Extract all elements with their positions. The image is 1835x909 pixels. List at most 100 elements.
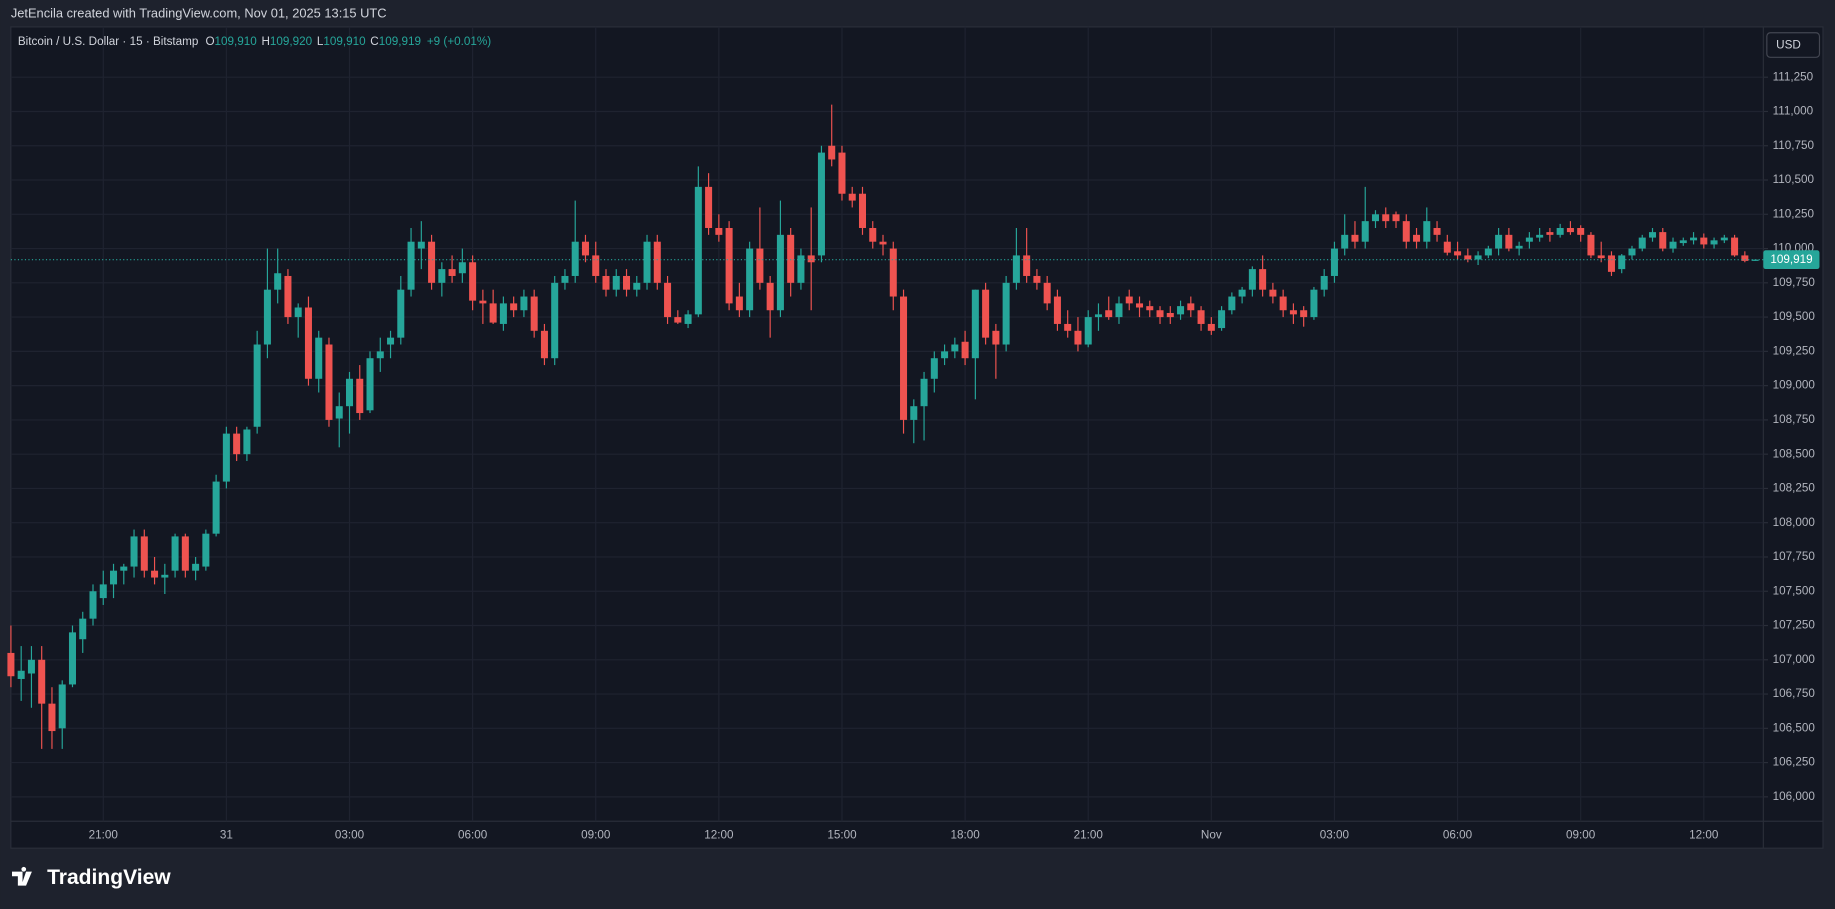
candle-body xyxy=(561,275,569,283)
candle-body xyxy=(1218,310,1226,329)
candle-body xyxy=(417,241,425,249)
candle-body xyxy=(1259,269,1267,290)
y-tick-label: 108,500 xyxy=(1773,447,1816,460)
candle-body xyxy=(1413,234,1421,242)
candle-body xyxy=(79,618,87,640)
candle-body xyxy=(1402,221,1410,242)
y-tick-label: 110,750 xyxy=(1773,139,1815,152)
frame xyxy=(10,26,1824,849)
candle-body xyxy=(1320,275,1328,290)
y-tick-label: 107,000 xyxy=(1773,653,1816,666)
candle-body xyxy=(233,433,241,455)
candle-body xyxy=(1443,241,1451,253)
candle-body xyxy=(1464,255,1472,260)
candle-body xyxy=(479,300,487,304)
candle-body xyxy=(581,241,589,256)
x-tick-label: 03:00 xyxy=(1320,828,1350,841)
candle-body xyxy=(1423,221,1431,242)
candle-body xyxy=(1741,255,1749,261)
candle-body xyxy=(1536,234,1544,238)
candle-body xyxy=(1023,255,1031,276)
x-tick-label: 03:00 xyxy=(335,828,365,841)
candle-body xyxy=(530,296,538,331)
x-tick-label: 09:00 xyxy=(1566,828,1596,841)
close-label: C xyxy=(370,35,378,48)
candle-body xyxy=(1105,310,1113,318)
change: +9 (+0.01%) xyxy=(427,35,491,48)
y-tick-label: 109,000 xyxy=(1773,379,1816,392)
y-tick-label: 108,000 xyxy=(1773,516,1816,529)
x-tick-label: 06:00 xyxy=(1443,828,1473,841)
candle-body xyxy=(807,255,815,263)
candle-body xyxy=(1310,289,1318,318)
candle-body xyxy=(212,481,220,534)
candle-body xyxy=(438,269,446,283)
candle-body xyxy=(623,275,631,290)
candle-body xyxy=(1033,275,1041,283)
candle-body xyxy=(1690,237,1698,241)
y-tick-label: 108,250 xyxy=(1773,482,1816,495)
candle-body xyxy=(664,282,672,318)
candle-body xyxy=(1064,323,1072,331)
y-tick-label: 111,000 xyxy=(1773,105,1814,118)
candle-body xyxy=(1618,255,1626,270)
candle-body xyxy=(1074,330,1082,345)
candle-body xyxy=(428,241,436,283)
candle-body xyxy=(1094,314,1102,318)
candle-body xyxy=(540,330,548,359)
candle-body xyxy=(858,193,867,228)
candle-body xyxy=(192,563,200,571)
symbol: Bitcoin / U.S. Dollar · 15 · Bitstamp xyxy=(18,35,199,48)
candle-body xyxy=(1566,227,1574,233)
candle-body xyxy=(274,273,282,290)
currency[interactable]: USD xyxy=(1776,39,1801,52)
y-tick-label: 110,250 xyxy=(1773,207,1815,220)
price-axis xyxy=(1763,26,1823,822)
candle-body xyxy=(848,193,856,201)
candle-body xyxy=(684,314,692,324)
candle-body xyxy=(633,282,641,290)
axis-labels: 106,000 106,250 106,500 106,750 107,000 107,2… xyxy=(89,70,1820,841)
candle-body xyxy=(520,296,528,311)
candle-body xyxy=(1269,289,1277,297)
candle-body xyxy=(879,241,887,245)
candle-body xyxy=(1587,234,1595,256)
candle-body xyxy=(1731,237,1739,256)
candle-body xyxy=(900,296,908,420)
currency-button[interactable] xyxy=(1766,32,1821,58)
candle-body xyxy=(1638,237,1646,249)
candle-body xyxy=(1248,269,1256,290)
candle-body xyxy=(345,378,354,407)
candle-body xyxy=(489,303,497,323)
candle-body xyxy=(284,275,292,318)
candle-body xyxy=(889,248,897,297)
candle-body xyxy=(1679,240,1687,244)
candle-body xyxy=(58,684,66,729)
candle-body xyxy=(1341,234,1349,249)
candle-body xyxy=(787,234,795,283)
x-tick-label: 21:00 xyxy=(1074,828,1104,841)
candle-body xyxy=(1115,303,1123,318)
candle-body xyxy=(951,344,959,352)
candle-body xyxy=(1238,289,1246,297)
candle-body xyxy=(376,351,384,359)
candle-body xyxy=(151,570,159,578)
candle-body xyxy=(746,248,754,311)
candle-body xyxy=(971,289,979,359)
candle-body xyxy=(130,536,138,567)
candle-body xyxy=(366,358,374,411)
candle-body xyxy=(941,351,949,359)
x-tick-label: 31 xyxy=(220,828,233,841)
candle-body xyxy=(1135,303,1144,308)
candle-body xyxy=(1197,310,1205,324)
logo-mark xyxy=(12,866,32,886)
candle-body xyxy=(715,227,723,235)
x-tick-label: 15:00 xyxy=(827,828,857,841)
candle-body xyxy=(705,186,713,228)
candle-body xyxy=(725,227,733,304)
y-tick-label: 110,500 xyxy=(1773,173,1815,186)
candle-body xyxy=(694,186,702,315)
last-price-label: 109,919 xyxy=(1770,253,1812,266)
y-tick-label: 106,250 xyxy=(1773,756,1816,769)
candle-body xyxy=(325,344,333,420)
